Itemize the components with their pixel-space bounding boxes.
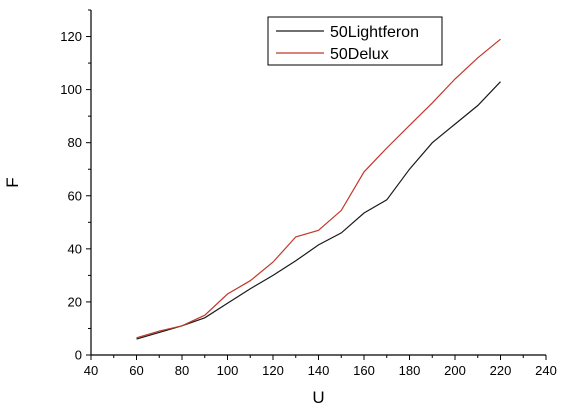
legend: 50Lightferon 50Delux [267,16,443,66]
x-tick-label: 180 [399,363,421,378]
legend-box [267,16,443,66]
series-line-50lightferon [136,81,501,340]
y-tick-label: 80 [68,135,82,150]
x-axis-label: U [312,388,324,407]
y-tick-label: 60 [68,188,82,203]
series-lines [136,38,501,340]
axes-ticks: 40 60 80 100 120 140 160 180 200 220 240 0 20 40 60 80 1… [60,9,557,378]
x-tick-label: 240 [535,363,557,378]
legend-label-50lightferon: 50Lightferon [330,24,419,41]
x-tick-label: 200 [444,363,466,378]
x-tick-label: 140 [308,363,330,378]
y-tick-label: 120 [60,29,82,44]
x-tick-label: 80 [175,363,189,378]
x-tick-label: 220 [490,363,512,378]
x-tick-label: 120 [262,363,284,378]
x-tick-label: 60 [129,363,143,378]
x-tick-label: 160 [353,363,375,378]
y-tick-label: 20 [68,294,82,309]
y-tick-label: 40 [68,241,82,256]
y-tick-label: 0 [75,348,82,363]
series-line-50delux [136,38,501,339]
y-axis-label: F [3,177,22,187]
legend-label-50delux: 50Delux [330,46,389,63]
x-tick-label: 100 [217,363,239,378]
x-tick-label: 40 [84,363,98,378]
y-tick-label: 100 [60,82,82,97]
